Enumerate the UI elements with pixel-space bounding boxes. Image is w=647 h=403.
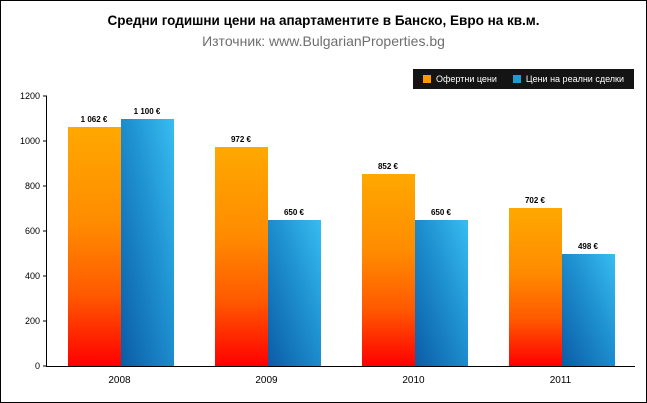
x-axis-label-2008: 2008 <box>108 375 131 386</box>
bar-value-label: 650 € <box>283 207 305 217</box>
bar-value-label: 498 € <box>577 241 599 251</box>
chart-title: Средни годишни цени на апартаментите в Б… <box>107 13 540 28</box>
bar-column-series0-2010: 852 € <box>361 96 415 366</box>
y-axis-tick-mark <box>43 140 47 142</box>
y-axis-tick-label: 400 <box>24 271 40 281</box>
legend: Офертни цени Цени на реални сделки <box>413 69 634 89</box>
bar-series1-2011 <box>561 253 615 366</box>
y-axis-tick-mark <box>43 365 47 367</box>
bar-group-2011: 702 € 498 € <box>488 96 635 366</box>
x-axis-labels: 2008 2009 2010 2011 <box>46 367 634 395</box>
x-axis-label-2009: 2009 <box>255 375 278 386</box>
x-axis-label-2010: 2010 <box>402 375 425 386</box>
plot-area: 1 062 € 1 100 € 972 € 650 € 852 € 650 € 702 € 4… <box>20 91 635 371</box>
bar-column-series1-2009: 650 € <box>267 96 321 366</box>
legend-swatch-offer-prices <box>423 75 432 83</box>
bar-column-series0-2009: 972 € <box>214 96 268 366</box>
y-axis-tick-label: 0 <box>34 361 40 371</box>
bar-value-label: 702 € <box>524 196 546 206</box>
chart-subtitle: Източник: www.BulgarianProperties.bg <box>202 33 445 49</box>
bar-column-series0-2008: 1 062 € <box>67 96 121 366</box>
bar-value-label: 1 100 € <box>133 106 161 116</box>
y-axis-tick-mark <box>43 95 47 97</box>
bar-column-series1-2010: 650 € <box>414 96 468 366</box>
legend-label-real-deal-prices: Цени на реални сделки <box>525 74 624 84</box>
bar-value-label: 650 € <box>430 207 452 217</box>
x-axis-label-2011: 2011 <box>549 375 572 386</box>
bar-group-2008: 1 062 € 1 100 € <box>47 96 194 366</box>
y-axis-tick-mark <box>43 320 47 322</box>
y-axis-tick-label: 1200 <box>19 91 40 101</box>
bar-column-series0-2011: 702 € <box>508 96 562 366</box>
bar-series1-2008 <box>120 118 174 366</box>
bar-column-series1-2008: 1 100 € <box>120 96 174 366</box>
bar-value-label: 852 € <box>377 162 399 172</box>
bar-series1-2010 <box>414 219 468 366</box>
bar-series0-2010 <box>361 174 415 366</box>
y-axis-tick-label: 1000 <box>19 136 40 146</box>
y-axis-tick-mark <box>43 185 47 187</box>
legend-item-real-deal-prices: Цени на реални сделки <box>512 74 624 84</box>
bar-value-label: 972 € <box>230 135 252 145</box>
y-axis-tick-label: 200 <box>24 316 40 326</box>
legend-item-offer-prices: Офертни цени <box>423 74 497 84</box>
y-axis-tick-label: 600 <box>24 226 40 236</box>
y-axis-tick-mark <box>43 230 47 232</box>
bar-groups: 1 062 € 1 100 € 972 € 650 € 852 € 650 € 702 € 4… <box>47 96 635 366</box>
bar-value-label: 1 062 € <box>80 115 108 125</box>
bar-group-2010: 852 € 650 € <box>341 96 488 366</box>
bar-group-2009: 972 € 650 € <box>194 96 341 366</box>
legend-label-offer-prices: Офертни цени <box>436 74 497 84</box>
y-axis-tick-label: 800 <box>24 181 40 191</box>
bar-series0-2011 <box>508 208 562 366</box>
bar-series1-2009 <box>267 219 321 366</box>
y-axis-tick-mark <box>43 275 47 277</box>
bar-column-series1-2011: 498 € <box>561 96 615 366</box>
legend-swatch-real-deal-prices <box>512 75 521 83</box>
bar-series0-2008 <box>67 127 121 366</box>
bar-series0-2009 <box>214 147 268 366</box>
